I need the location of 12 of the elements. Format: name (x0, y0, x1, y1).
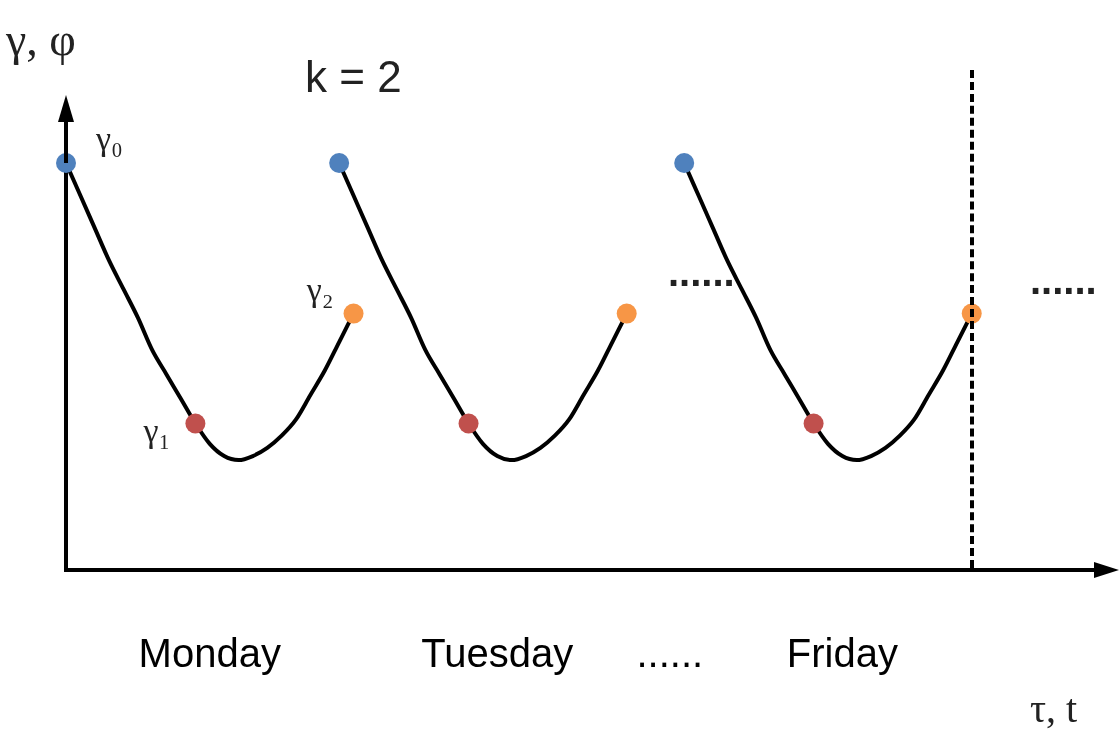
x-tick-label: Tuesday (421, 631, 574, 676)
series-label: γ₁ (142, 412, 171, 450)
x-tick-label: Monday (138, 631, 281, 676)
series-label: γ₀ (95, 119, 123, 157)
series-label: γ₂ (305, 270, 334, 308)
x-tick-label: Friday (786, 631, 898, 676)
text: k = 2 (305, 52, 402, 102)
y-axis-title: γ, φ (5, 14, 76, 65)
annotation: ...... (668, 250, 735, 295)
x-tick-label: ...... (636, 631, 704, 676)
annotation: ...... (1030, 258, 1097, 303)
x-axis-title: τ, t (1030, 686, 1078, 731)
